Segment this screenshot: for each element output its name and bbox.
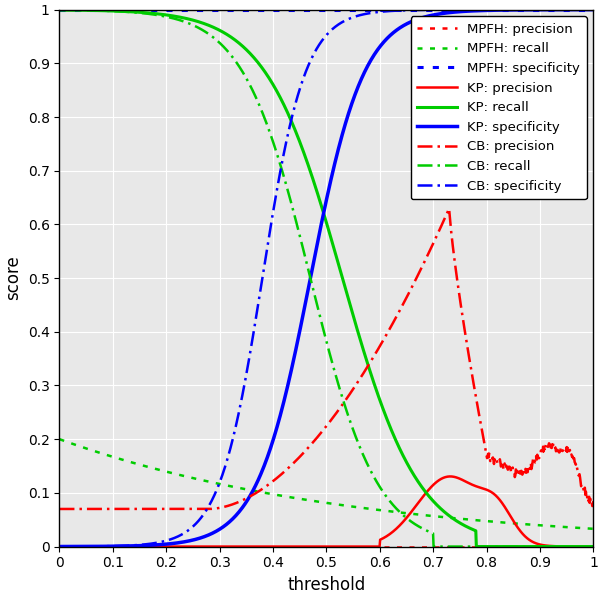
CB: recall: (0.404, 0.741): recall: (0.404, 0.741) xyxy=(272,145,279,152)
Line: CB: precision: CB: precision xyxy=(60,209,594,509)
CB: specificity: (0.44, 0.819): specificity: (0.44, 0.819) xyxy=(291,103,298,110)
KP: specificity: (0.44, 0.356): specificity: (0.44, 0.356) xyxy=(291,352,298,359)
CB: specificity: (0.102, 0.00096): specificity: (0.102, 0.00096) xyxy=(110,542,117,550)
CB: precision: (0.799, 0.176): precision: (0.799, 0.176) xyxy=(482,448,489,456)
KP: recall: (1, 0): recall: (1, 0) xyxy=(590,543,597,550)
MPFH: recall: (0.102, 0.166): recall: (0.102, 0.166) xyxy=(110,454,117,461)
CB: specificity: (0, 7.48e-05): specificity: (0, 7.48e-05) xyxy=(56,543,63,550)
CB: precision: (0.404, 0.125): precision: (0.404, 0.125) xyxy=(272,475,279,483)
MPFH: precision: (0, 0): precision: (0, 0) xyxy=(56,543,63,550)
KP: precision: (0.404, 0): precision: (0.404, 0) xyxy=(272,543,279,550)
CB: precision: (1, 0.0841): precision: (1, 0.0841) xyxy=(590,498,597,505)
KP: specificity: (0.102, 0.000637): specificity: (0.102, 0.000637) xyxy=(110,542,117,550)
CB: recall: (0.701, 0): recall: (0.701, 0) xyxy=(430,543,437,550)
KP: precision: (0.732, 0.131): precision: (0.732, 0.131) xyxy=(447,473,454,480)
Line: CB: recall: CB: recall xyxy=(60,10,594,547)
MPFH: specificity: (0.78, 1): specificity: (0.78, 1) xyxy=(472,6,479,13)
MPFH: recall: (0, 0.2): recall: (0, 0.2) xyxy=(56,435,63,443)
KP: recall: (0, 0.999): recall: (0, 0.999) xyxy=(56,7,63,14)
MPFH: recall: (0.798, 0.0476): recall: (0.798, 0.0476) xyxy=(482,517,489,524)
KP: precision: (0.781, 0.112): precision: (0.781, 0.112) xyxy=(473,483,480,490)
KP: specificity: (0.78, 0.998): specificity: (0.78, 0.998) xyxy=(472,7,479,14)
MPFH: precision: (0.687, 0): precision: (0.687, 0) xyxy=(423,543,430,550)
KP: precision: (0.799, 0.106): precision: (0.799, 0.106) xyxy=(482,486,489,493)
Legend: MPFH: precision, MPFH: recall, MPFH: specificity, KP: precision, KP: recall, KP:: MPFH: precision, MPFH: recall, MPFH: spe… xyxy=(411,16,587,199)
MPFH: recall: (0.687, 0.0581): recall: (0.687, 0.0581) xyxy=(423,512,430,519)
CB: recall: (0.781, 0): recall: (0.781, 0) xyxy=(473,543,480,550)
KP: recall: (0.687, 0.1): recall: (0.687, 0.1) xyxy=(423,489,430,496)
KP: specificity: (0.687, 0.987): specificity: (0.687, 0.987) xyxy=(423,13,430,20)
MPFH: specificity: (0.404, 1): specificity: (0.404, 1) xyxy=(272,6,279,13)
CB: specificity: (1, 1): specificity: (1, 1) xyxy=(590,6,597,13)
Y-axis label: score: score xyxy=(4,256,22,300)
MPFH: specificity: (0.798, 1): specificity: (0.798, 1) xyxy=(482,6,489,13)
MPFH: specificity: (0.687, 1): specificity: (0.687, 1) xyxy=(423,6,430,13)
X-axis label: threshold: threshold xyxy=(287,576,365,594)
CB: precision: (0.102, 0.07): precision: (0.102, 0.07) xyxy=(110,505,117,512)
MPFH: precision: (0.44, 0): precision: (0.44, 0) xyxy=(291,543,298,550)
MPFH: recall: (0.78, 0.0491): recall: (0.78, 0.0491) xyxy=(472,517,479,524)
CB: precision: (0.73, 0.629): precision: (0.73, 0.629) xyxy=(445,205,453,212)
CB: precision: (0, 0.07): precision: (0, 0.07) xyxy=(56,505,63,512)
CB: recall: (0.102, 0.997): recall: (0.102, 0.997) xyxy=(110,8,117,15)
Line: MPFH: recall: MPFH: recall xyxy=(60,439,594,529)
CB: specificity: (0.78, 1): specificity: (0.78, 1) xyxy=(472,6,479,13)
CB: recall: (0, 0.999): recall: (0, 0.999) xyxy=(56,7,63,14)
KP: specificity: (0, 8.27e-05): specificity: (0, 8.27e-05) xyxy=(56,543,63,550)
CB: recall: (1, 0): recall: (1, 0) xyxy=(590,543,597,550)
CB: specificity: (0.404, 0.648): specificity: (0.404, 0.648) xyxy=(272,195,279,202)
KP: precision: (0.44, 0): precision: (0.44, 0) xyxy=(291,543,298,550)
MPFH: recall: (0.44, 0.0905): recall: (0.44, 0.0905) xyxy=(291,495,298,502)
CB: recall: (0.799, 0): recall: (0.799, 0) xyxy=(482,543,489,550)
KP: specificity: (1, 1): specificity: (1, 1) xyxy=(590,6,597,13)
Line: KP: recall: KP: recall xyxy=(60,10,594,547)
CB: precision: (0.44, 0.157): precision: (0.44, 0.157) xyxy=(291,459,298,466)
CB: specificity: (0.687, 1): specificity: (0.687, 1) xyxy=(423,7,430,14)
MPFH: precision: (0.798, 0): precision: (0.798, 0) xyxy=(482,543,489,550)
KP: recall: (0.44, 0.778): recall: (0.44, 0.778) xyxy=(291,126,298,133)
KP: recall: (0.102, 0.998): recall: (0.102, 0.998) xyxy=(110,7,117,14)
MPFH: precision: (1, 0): precision: (1, 0) xyxy=(590,543,597,550)
KP: recall: (0.78, 0.0294): recall: (0.78, 0.0294) xyxy=(472,527,479,535)
CB: specificity: (0.798, 1): specificity: (0.798, 1) xyxy=(482,6,489,13)
MPFH: specificity: (0.102, 1): specificity: (0.102, 1) xyxy=(110,6,117,13)
MPFH: precision: (0.404, 0): precision: (0.404, 0) xyxy=(272,543,279,550)
CB: recall: (0.44, 0.616): recall: (0.44, 0.616) xyxy=(291,212,298,219)
CB: precision: (0.687, 0.537): precision: (0.687, 0.537) xyxy=(423,255,430,262)
CB: recall: (0.687, 0.0303): recall: (0.687, 0.0303) xyxy=(423,527,430,534)
MPFH: specificity: (1, 1): specificity: (1, 1) xyxy=(590,6,597,13)
MPFH: precision: (0.102, 0): precision: (0.102, 0) xyxy=(110,543,117,550)
MPFH: precision: (0.78, 0): precision: (0.78, 0) xyxy=(472,543,479,550)
MPFH: specificity: (0.44, 1): specificity: (0.44, 1) xyxy=(291,6,298,13)
KP: precision: (0, 0): precision: (0, 0) xyxy=(56,543,63,550)
MPFH: recall: (0.404, 0.0966): recall: (0.404, 0.0966) xyxy=(272,491,279,498)
KP: recall: (0.799, 0): recall: (0.799, 0) xyxy=(482,543,489,550)
MPFH: specificity: (0, 1): specificity: (0, 1) xyxy=(56,6,63,13)
Line: CB: specificity: CB: specificity xyxy=(60,10,594,547)
KP: recall: (0.404, 0.853): recall: (0.404, 0.853) xyxy=(272,85,279,92)
KP: precision: (0.102, 0): precision: (0.102, 0) xyxy=(110,543,117,550)
MPFH: recall: (1, 0.0331): recall: (1, 0.0331) xyxy=(590,525,597,532)
KP: precision: (1, 5.21e-06): precision: (1, 5.21e-06) xyxy=(590,543,597,550)
KP: specificity: (0.798, 0.999): specificity: (0.798, 0.999) xyxy=(482,7,489,14)
Line: KP: specificity: KP: specificity xyxy=(60,10,594,547)
KP: specificity: (0.404, 0.212): specificity: (0.404, 0.212) xyxy=(272,429,279,436)
Line: KP: precision: KP: precision xyxy=(60,477,594,547)
KP: precision: (0.687, 0.1): precision: (0.687, 0.1) xyxy=(423,489,430,496)
CB: precision: (0.781, 0.274): precision: (0.781, 0.274) xyxy=(473,396,480,403)
KP: recall: (0.781, 0): recall: (0.781, 0) xyxy=(473,543,480,550)
